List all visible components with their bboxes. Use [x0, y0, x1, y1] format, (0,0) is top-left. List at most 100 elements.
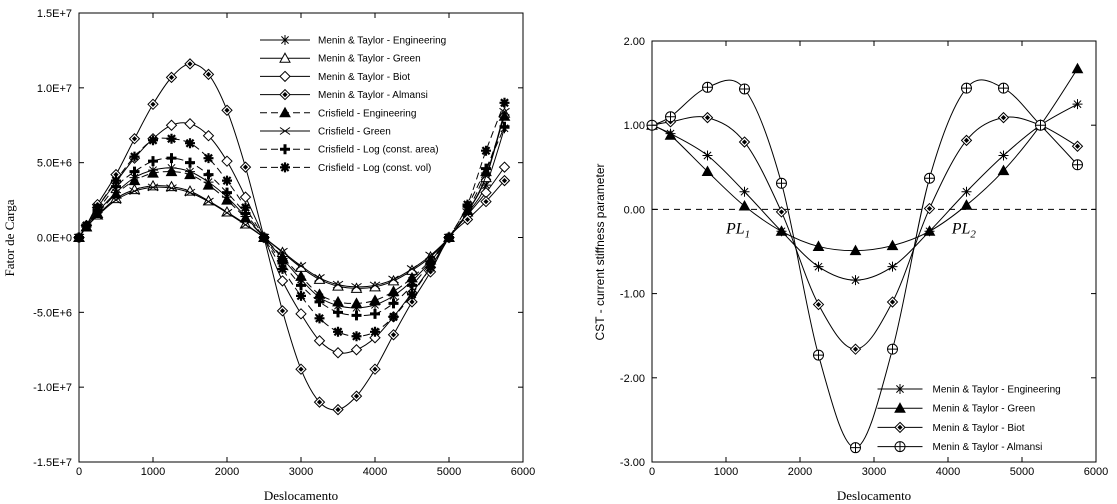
legend-marker: [895, 384, 905, 394]
data-point: [202, 68, 215, 81]
data-point: [277, 263, 288, 274]
legend-marker: [894, 441, 906, 453]
data-point: [313, 335, 326, 347]
data-point: [498, 110, 511, 121]
legend-item: Menin & Taylor - Green: [260, 52, 421, 65]
data-point: [92, 202, 103, 213]
data-point: [351, 282, 362, 291]
data-point: [664, 129, 677, 140]
data-point: [147, 98, 159, 111]
data-point: [277, 247, 288, 256]
legend-marker: [279, 52, 291, 63]
legend-item: Menin & Taylor - Engineering: [877, 384, 1061, 396]
axis-ticks: 0 1000 2000 3000 4000 5000 6000 -1.5E+7 -1.0E+7 -…: [33, 8, 535, 478]
data-point: [165, 165, 178, 177]
y-tick-label: 5.0E+6: [37, 158, 72, 170]
data-point: [129, 166, 140, 177]
data-point: [812, 240, 825, 251]
data-point: [738, 136, 751, 148]
y-tick-label: -1.5E+7: [33, 457, 72, 469]
data-point: [462, 208, 473, 216]
series-line: [78, 63, 505, 411]
axis-ticks: 0 1000 2000 3000 4000 5000 6000 -3.00 -2.00 -1.00…: [620, 36, 1108, 478]
series-crisfield-log-const-vol: [74, 97, 510, 342]
data-point: [166, 184, 177, 193]
series-menin-taylor-almansi: [646, 79, 1083, 454]
data-point: [259, 232, 269, 243]
data-point: [184, 58, 196, 70]
data-point: [111, 175, 121, 186]
data-point: [296, 290, 306, 301]
data-point: [370, 308, 380, 319]
data-point: [147, 167, 159, 178]
series-line: [651, 116, 1078, 350]
series-line: [78, 122, 505, 354]
data-point: [481, 180, 491, 191]
series-crisfield-green: [73, 107, 510, 291]
data-point: [388, 311, 399, 322]
data-point: [202, 179, 215, 190]
legend-label: Menin & Taylor - Biot: [318, 72, 410, 83]
legend-label: Menin & Taylor - Engineering: [933, 385, 1061, 396]
data-point: [240, 220, 251, 229]
legend-item: Menin & Taylor - Green: [877, 402, 1035, 415]
legend-item: Crisfield - Engineering: [260, 106, 416, 119]
data-point: [350, 297, 363, 308]
data-point: [775, 206, 788, 218]
legend-label: Crisfield - Green: [318, 127, 391, 138]
data-point: [998, 150, 1009, 161]
x-tick-label: 1000: [141, 466, 165, 478]
data-point: [961, 82, 972, 94]
legend-label: Crisfield - Engineering: [318, 108, 416, 119]
data-point: [387, 329, 400, 341]
data-point: [147, 183, 159, 192]
data-point: [165, 71, 178, 84]
legend-item: Menin & Taylor - Engineering: [260, 35, 446, 47]
annotation-label: PL2: [951, 221, 977, 241]
data-point: [81, 220, 92, 231]
data-point: [997, 164, 1010, 176]
data-point: [239, 191, 252, 203]
data-point: [351, 310, 362, 321]
data-point: [923, 225, 936, 236]
legend-marker: [280, 162, 290, 173]
y-tick-label: 0.0E+0: [37, 233, 72, 245]
data-point: [369, 281, 381, 290]
series-menin-taylor-biot: [646, 111, 1084, 355]
data-point: [128, 133, 141, 145]
legend-marker: [279, 70, 291, 83]
data-point: [110, 188, 122, 199]
data-point: [499, 121, 510, 132]
data-point: [185, 138, 195, 149]
data-point: [406, 265, 418, 273]
data-point: [129, 187, 140, 196]
data-point: [314, 274, 325, 282]
data-point: [481, 145, 491, 156]
legend-marker: [894, 402, 906, 413]
legend-marker: [279, 127, 291, 135]
y-tick-label: -1.0E+7: [33, 382, 72, 394]
legend-item: Crisfield - Green: [260, 127, 391, 138]
data-point: [701, 165, 714, 177]
data-point: [148, 156, 158, 167]
legend-marker: [894, 421, 906, 434]
data-point: [165, 119, 178, 131]
data-point: [184, 188, 196, 197]
x-tick-label: 5000: [437, 466, 461, 478]
data-point: [813, 349, 824, 361]
data-point: [425, 262, 436, 273]
data-point: [406, 296, 418, 308]
x-axis-label: Deslocamento: [837, 488, 911, 503]
data-point: [960, 134, 973, 147]
data-point: [1072, 159, 1083, 171]
x-tick-label: 0: [649, 466, 655, 478]
x-tick-label: 0: [76, 466, 82, 478]
data-point: [203, 153, 214, 164]
plot-frame: [78, 12, 524, 463]
data-point: [387, 285, 400, 296]
series-line: [78, 128, 505, 309]
legend-item: Crisfield - Log (const. vol): [260, 162, 431, 174]
data-point: [166, 153, 177, 164]
data-point: [388, 298, 399, 309]
x-tick-label: 2000: [215, 466, 239, 478]
